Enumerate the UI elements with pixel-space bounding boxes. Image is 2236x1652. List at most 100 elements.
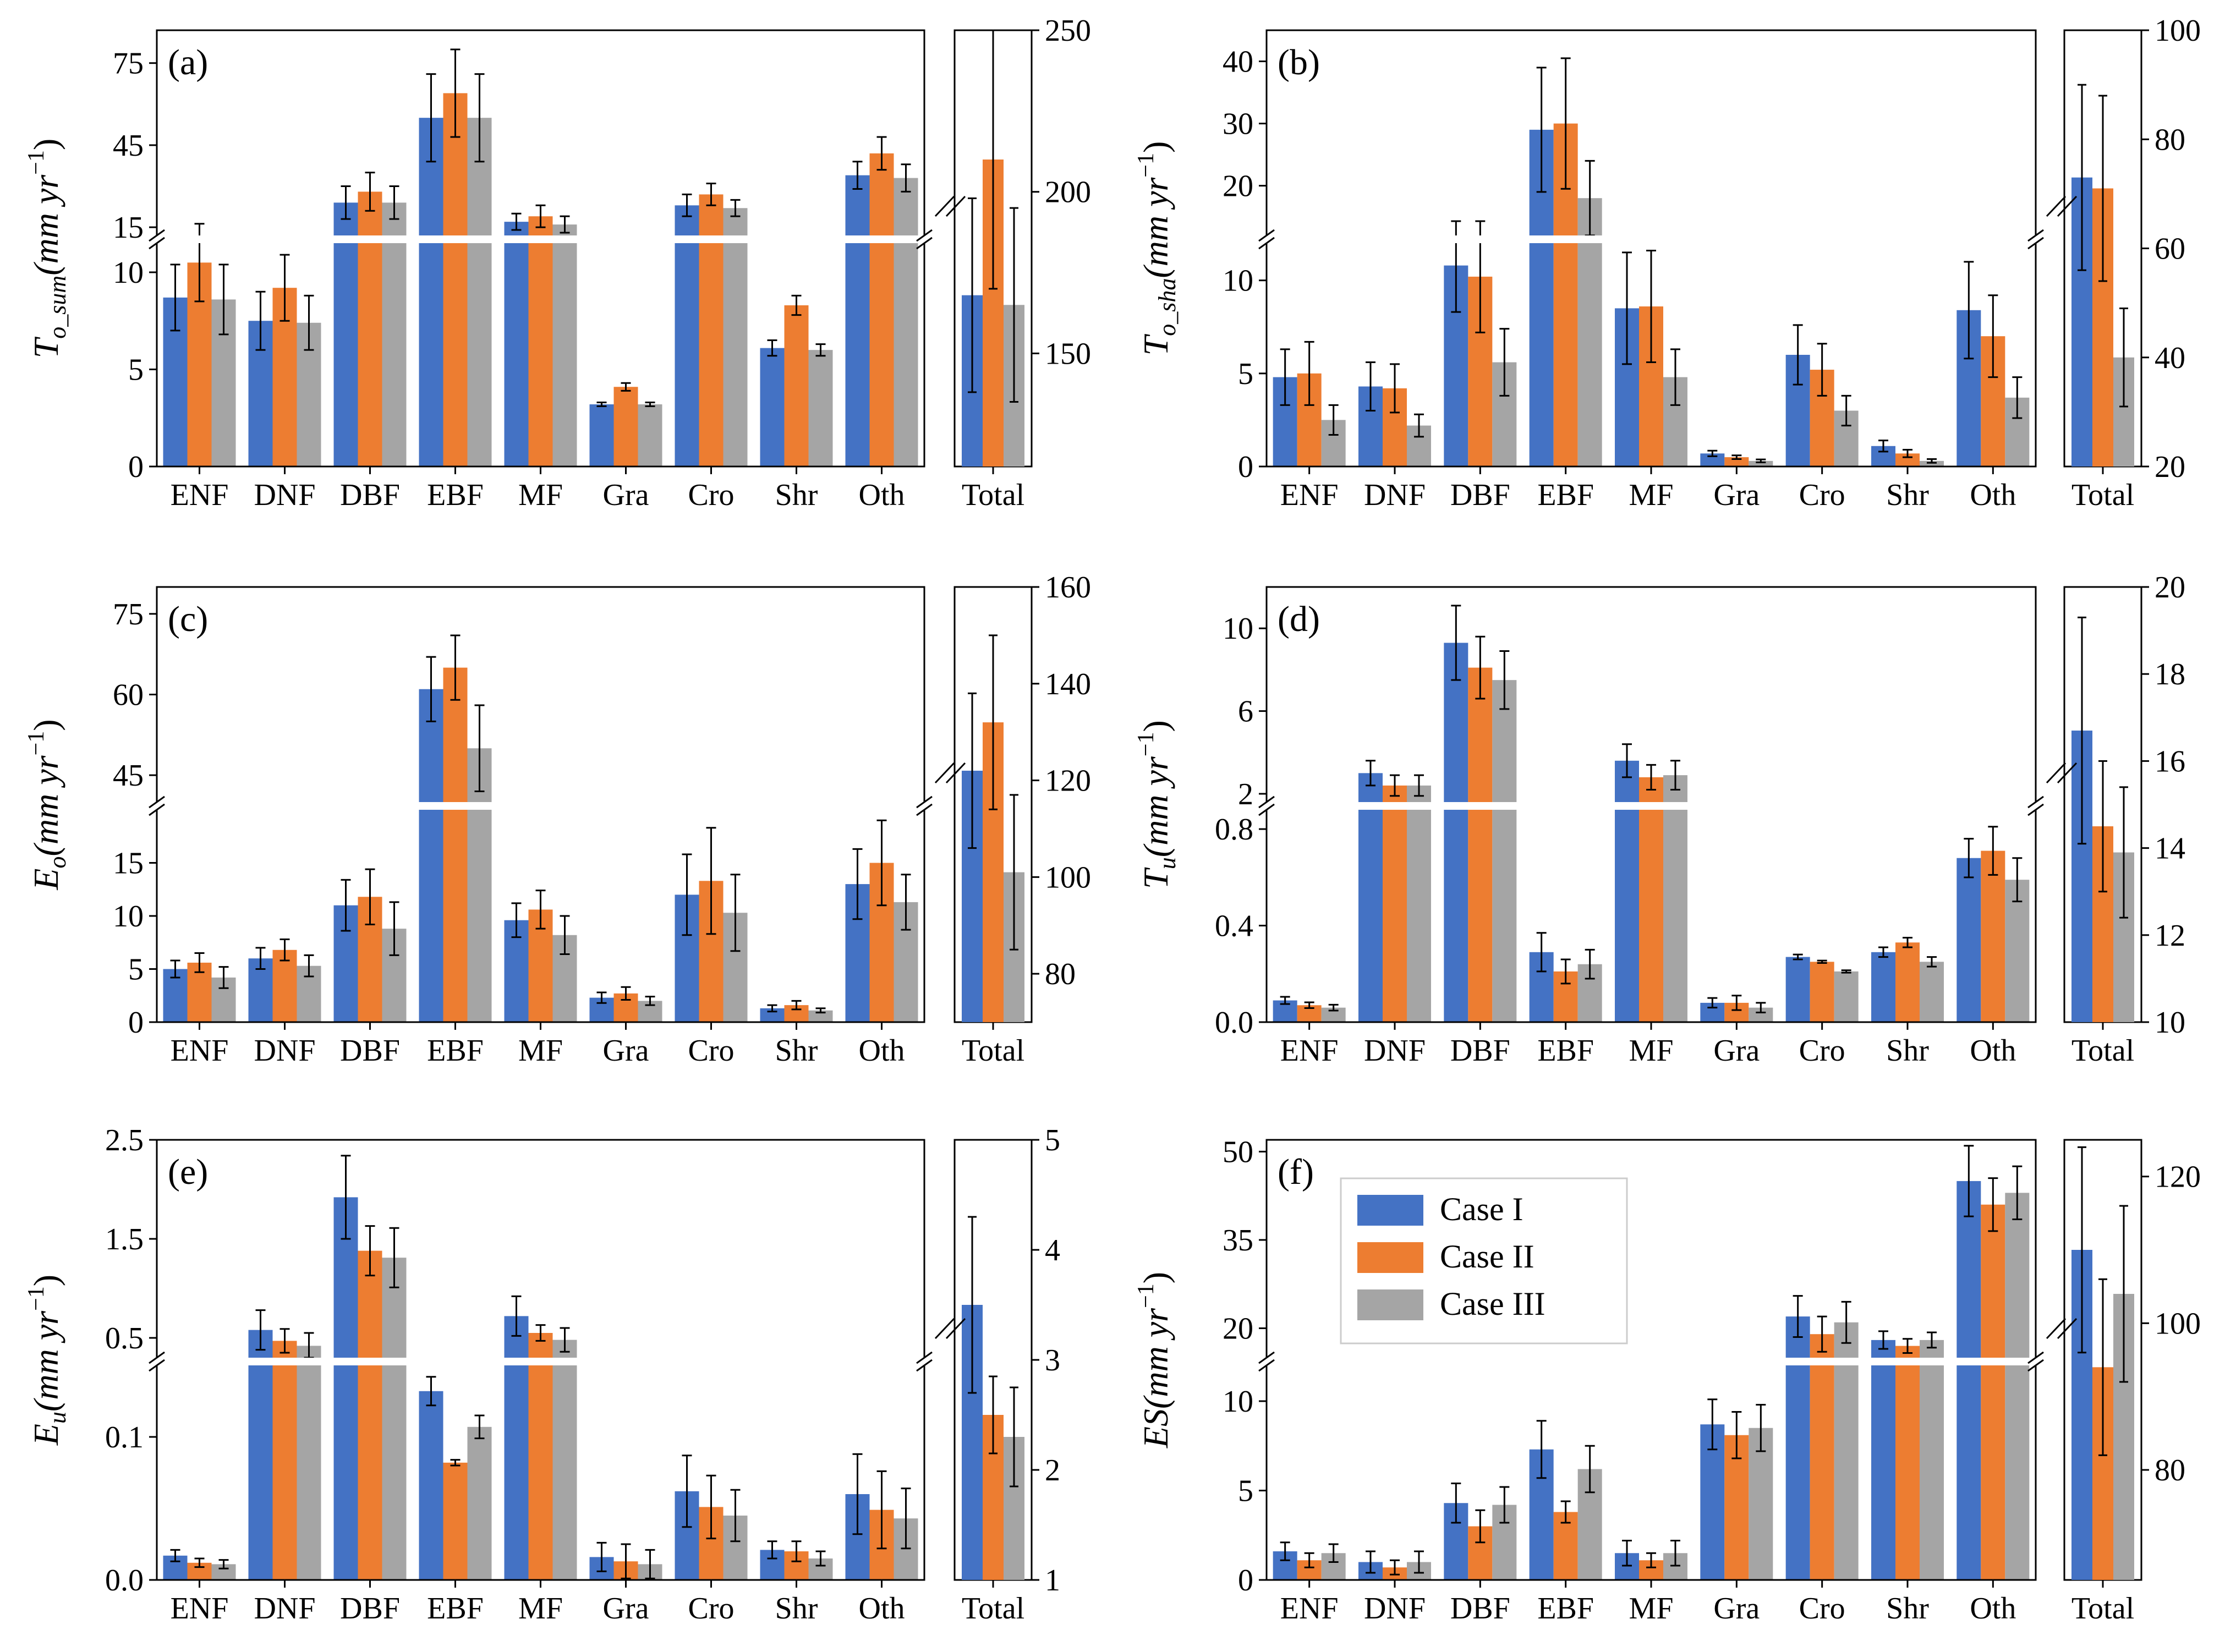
bar-shr-case2 — [1895, 453, 1920, 466]
bar-ebf-case1-lower — [419, 810, 443, 1022]
x-tick-label: Shr — [775, 1591, 818, 1626]
total-y-tick-label: 120 — [1045, 764, 1091, 798]
subplot-break-mark — [934, 195, 955, 217]
y-tick-label: 0 — [128, 1006, 144, 1040]
y-tick-label: 40 — [1223, 45, 1253, 79]
panel-d: ENF DNF DBF EBF MF Gra Cro Shr Oth 0.0 0.4 0.82 6 10 (… — [1133, 570, 2185, 1068]
x-tick-label: Cro — [1799, 1591, 1845, 1626]
legend-label: Case I — [1440, 1191, 1523, 1227]
subplot-break-mark — [2057, 1318, 2078, 1340]
y-axis-label-part: −1 — [1133, 153, 1159, 178]
total-y-tick-label: 80 — [2155, 123, 2185, 157]
legend: Case I Case II Case III — [1340, 1177, 1628, 1344]
total-y-tick-label: 160 — [1045, 570, 1091, 605]
legend-swatch-case3 — [1357, 1289, 1423, 1320]
bar-shr-case3-lower — [1920, 1365, 1944, 1580]
x-tick-label: DBF — [1450, 1591, 1510, 1626]
subplot-break-mark — [934, 762, 955, 784]
total-y-tick-label: 60 — [2155, 232, 2185, 266]
x-tick-label: Cro — [1799, 1034, 1845, 1068]
bar-cro-case1-lower — [675, 243, 699, 466]
y-tick-label: 0 — [128, 450, 144, 484]
bar-ebf-case1-lower — [419, 243, 443, 466]
y-axis-label-part: o_sha — [1154, 278, 1181, 336]
bar-gra-case2 — [1724, 1435, 1749, 1580]
bar-gra-case3 — [1749, 460, 1773, 466]
bar-dbf-case3-lower — [1492, 810, 1517, 1022]
bar-oth-case3-lower — [2005, 1365, 2030, 1580]
legend-swatch-case1 — [1357, 1195, 1423, 1226]
total-y-tick-label: 250 — [1045, 14, 1091, 48]
y-tick-label: 5 — [128, 353, 144, 387]
x-tick-label: DNF — [1364, 1591, 1426, 1626]
subplot-break-mark — [945, 1318, 966, 1340]
y-tick-label: 10 — [1223, 264, 1253, 298]
total-y-tick-label: 200 — [1045, 175, 1091, 210]
total-y-tick-label: 3 — [1045, 1343, 1060, 1377]
bar-dbf-case2-lower — [358, 1365, 382, 1580]
y-tick-label: 0 — [1238, 450, 1253, 484]
bar-shr-case2-lower — [1895, 1365, 1920, 1580]
y-tick-label: 10 — [113, 899, 144, 934]
x-tick-label: Shr — [775, 478, 818, 512]
axis-break-band — [158, 235, 923, 243]
break-mark — [1258, 1351, 1275, 1364]
y-axis-label-part: (mm yr — [26, 755, 65, 856]
y-tick-label: 50 — [1223, 1135, 1253, 1169]
y-tick-label: 15 — [113, 847, 144, 881]
upper-axis-frame — [1265, 586, 2037, 802]
x-tick-label: Shr — [775, 1034, 818, 1068]
axis-break-band — [158, 802, 923, 810]
break-mark — [2027, 1359, 2044, 1372]
break-mark — [916, 1359, 933, 1372]
total-y-tick-label: 150 — [1045, 337, 1091, 371]
total-x-label: Total — [962, 478, 1024, 512]
axis-break-band — [1268, 802, 2035, 810]
y-axis-label-part: ) — [26, 139, 65, 150]
bar-oth-case2-lower — [1981, 1365, 2005, 1580]
bar-oth-case1-lower — [1956, 1365, 1981, 1580]
x-tick-label: EBF — [427, 478, 484, 512]
y-tick-label: 6 — [1238, 695, 1253, 729]
x-tick-label: EBF — [1537, 478, 1594, 512]
x-tick-label: ENF — [1280, 1591, 1339, 1626]
break-mark — [916, 795, 933, 809]
y-tick-label: 10 — [113, 256, 144, 290]
lower-axis-frame — [1265, 243, 2037, 468]
bar-ebf-case1-lower — [1529, 243, 1554, 466]
break-mark — [2027, 795, 2044, 809]
total-y-tick-label: 16 — [2155, 744, 2185, 778]
bar-shr-case3 — [1920, 460, 1944, 466]
y-axis-label: To_sha(mm yr−1) — [1133, 141, 1181, 356]
bar-mf-case1-lower — [504, 1365, 529, 1580]
subplot-break-mark — [945, 762, 966, 784]
break-mark — [149, 229, 165, 242]
y-tick-label: 75 — [113, 47, 144, 81]
x-tick-label: Oth — [1970, 478, 2016, 512]
total-y-tick-label: 100 — [2155, 1307, 2201, 1341]
x-tick-label: EBF — [427, 1034, 484, 1068]
bar-mf-case3-lower — [552, 1365, 577, 1580]
panel-label: (c) — [168, 599, 208, 639]
x-tick-label: Gra — [1713, 1591, 1760, 1626]
panel-label: (b) — [1278, 42, 1320, 83]
y-axis-label-part: o_sum — [44, 276, 71, 339]
bar-ebf-case3-lower — [467, 243, 492, 466]
total-x-label: Total — [2071, 478, 2134, 512]
y-tick-label: 0.8 — [1215, 813, 1253, 847]
bar-oth-case2-lower — [869, 243, 894, 466]
y-axis-label-part: ) — [1136, 141, 1175, 153]
break-mark — [149, 795, 165, 809]
bar-mf-case2-lower — [1639, 810, 1663, 1022]
x-tick-label: Cro — [688, 1591, 735, 1626]
x-tick-label: DBF — [340, 1034, 400, 1068]
bar-mf-case1-lower — [504, 243, 529, 466]
panel-label: (f) — [1278, 1152, 1314, 1192]
y-tick-label: 10 — [1223, 1385, 1253, 1419]
x-tick-label: MF — [1629, 1034, 1674, 1068]
x-tick-label: Gra — [603, 478, 649, 512]
bar-dbf-case3-lower — [382, 243, 407, 466]
x-tick-label: Oth — [1970, 1591, 2016, 1626]
y-axis-label-part: ES — [1136, 1409, 1175, 1448]
subplot-break-mark — [2057, 195, 2078, 217]
